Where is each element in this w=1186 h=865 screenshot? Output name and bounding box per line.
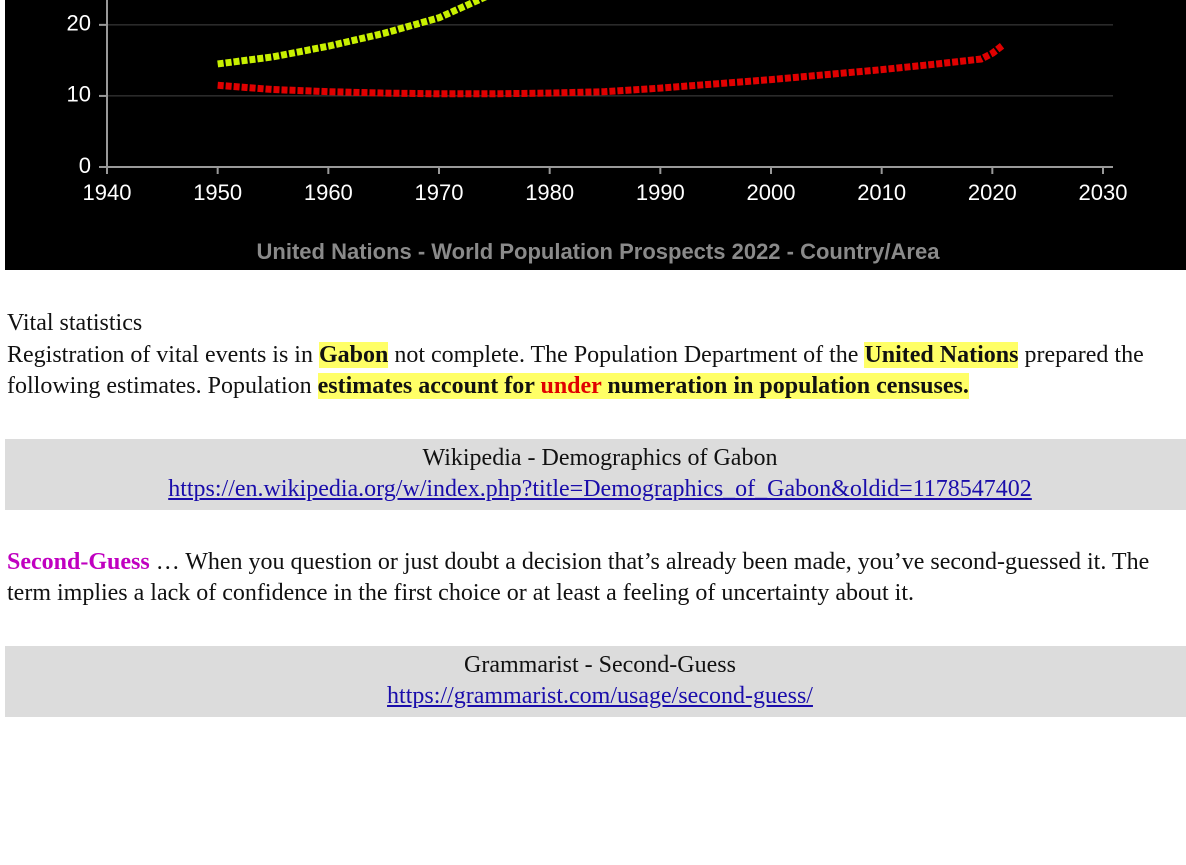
x-tick-label: 2010 xyxy=(857,180,906,205)
reference-link[interactable]: https://en.wikipedia.org/w/index.php?tit… xyxy=(168,476,1032,502)
x-tick-label: 1940 xyxy=(83,180,132,205)
x-tick-label: 1960 xyxy=(304,180,353,205)
chart-source: United Nations - World Population Prospe… xyxy=(257,239,941,264)
chart: United Nations - World Population Prospe… xyxy=(5,0,1186,270)
content: Vital statistics Registration of vital e… xyxy=(5,308,1186,717)
reference-title: Grammarist - Second-Guess xyxy=(464,651,736,678)
highlight: estimates account for under numeration i… xyxy=(317,373,969,399)
highlight-text: numeration in population censuses. xyxy=(601,373,969,399)
x-tick-label: 1950 xyxy=(193,180,242,205)
definition: Second-Guess … When you question or just… xyxy=(7,547,1186,610)
x-tick-label: 2000 xyxy=(747,180,796,205)
x-tick-label: 1970 xyxy=(415,180,464,205)
reference-title: Wikipedia - Demographics of Gabon xyxy=(422,444,778,471)
x-tick-label: 1980 xyxy=(525,180,574,205)
paragraph: Registration of vital events is in Gabon… xyxy=(7,340,1186,403)
reference-box: Wikipedia - Demographics of Gabon https:… xyxy=(5,438,1186,510)
plot xyxy=(217,0,1006,98)
heading: Vital statistics xyxy=(7,310,143,336)
term: Second-Guess xyxy=(7,548,150,575)
series-line xyxy=(217,0,488,68)
definition-text: … When you question or just doubt a deci… xyxy=(7,548,1150,607)
reference-link[interactable]: https://grammarist.com/usage/second-gues… xyxy=(387,683,813,709)
y-tick-label: 20 xyxy=(67,11,91,36)
x-tick-label: 2020 xyxy=(968,180,1017,205)
x-tick-label: 2030 xyxy=(1079,180,1128,205)
highlight-red: under xyxy=(540,373,602,399)
text: not complete. The Population Department … xyxy=(388,341,865,368)
highlight: United Nations xyxy=(864,341,1019,368)
y-tick-label: 10 xyxy=(67,82,91,107)
reference-box: Grammarist - Second-Guess https://gramma… xyxy=(5,645,1186,717)
highlight-text: estimates account for xyxy=(317,373,541,399)
text: Registration of vital events is in xyxy=(7,341,319,368)
highlight: Gabon xyxy=(318,341,389,368)
text: prepared the following estimates. Popula… xyxy=(7,341,1144,400)
y-tick-label: 0 xyxy=(79,153,91,178)
series-line xyxy=(217,41,1006,98)
x-tick-label: 1990 xyxy=(636,180,685,205)
